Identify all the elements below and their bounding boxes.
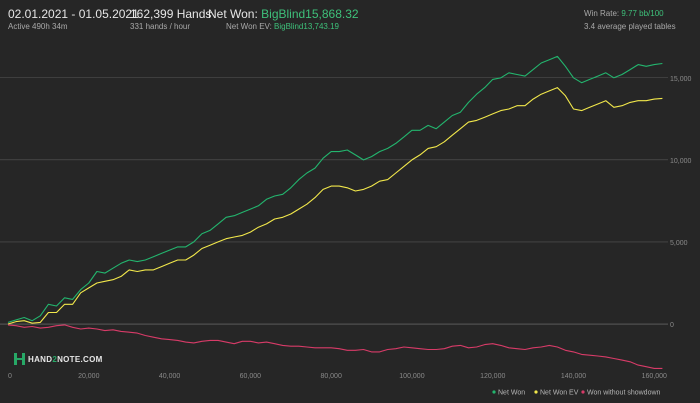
summary-header: 02.01.2021 - 01.05.2021 Active 490h 34m … xyxy=(0,0,700,36)
net-won-label: Net Won: xyxy=(208,7,258,21)
y-tick-label: 0 xyxy=(670,322,674,329)
net-won-value: BigBlind15,868.32 xyxy=(261,7,359,21)
series-line-net-won-ev xyxy=(7,87,663,325)
hands-per-hour: 331 hands / hour xyxy=(130,22,191,31)
legend: Net Won Net Won EV Won without showdown xyxy=(492,390,661,397)
x-tick-label: 80,000 xyxy=(320,373,342,380)
hand2note-logo-mark xyxy=(14,353,25,365)
y-tick-label: 15,000 xyxy=(670,76,692,83)
x-tick-label: 100,000 xyxy=(399,373,424,380)
legend-marker-net-won-ev xyxy=(534,390,538,394)
x-tick-label: 120,000 xyxy=(480,373,505,380)
series-line-net-won xyxy=(7,55,663,323)
legend-label-won-without-showdown: Won without showdown xyxy=(587,390,661,397)
legend-marker-won-without-showdown xyxy=(581,390,585,394)
series-line-won-without-showdown xyxy=(7,324,663,369)
hand2note-logo: HAND2NOTE.COM xyxy=(14,352,103,366)
net-won-ev-value: BigBlind13,743.19 xyxy=(274,22,339,31)
x-tick-label: 60,000 xyxy=(240,373,262,380)
series-lines xyxy=(7,55,663,369)
x-tick-label: 20,000 xyxy=(78,373,100,380)
win-rate: Win Rate: 9.77 bb/100 xyxy=(584,9,664,18)
hand2note-logo-text: HAND2NOTE.COM xyxy=(28,354,103,364)
average-tables: 3.4 average played tables xyxy=(584,22,676,31)
net-won-ev: Net Won EV: BigBlind13,743.19 xyxy=(226,22,339,31)
x-axis-ticks: 0 20,000 40,000 60,000 80,000 100,000 120,000 1… xyxy=(8,373,667,380)
date-range: 02.01.2021 - 01.05.2021 xyxy=(8,7,139,21)
win-rate-value: 9.77 bb/100 xyxy=(621,9,664,18)
x-tick-label: 0 xyxy=(8,373,12,380)
legend-marker-net-won xyxy=(492,390,496,394)
legend-label-net-won: Net Won xyxy=(498,390,525,397)
y-tick-label: 10,000 xyxy=(670,158,692,165)
x-tick-label: 40,000 xyxy=(159,373,181,380)
x-tick-label: 160,000 xyxy=(642,373,667,380)
active-time: Active 490h 34m xyxy=(8,22,68,31)
net-won: Net Won: BigBlind15,868.32 xyxy=(208,7,359,21)
legend-label-net-won-ev: Net Won EV xyxy=(540,390,579,397)
y-tick-label: 5,000 xyxy=(670,240,688,247)
grid-lines xyxy=(0,77,668,325)
win-rate-label: Win Rate: xyxy=(584,9,620,18)
x-tick-label: 140,000 xyxy=(561,373,586,380)
net-won-ev-label: Net Won EV: xyxy=(226,22,272,31)
y-axis-ticks: 0 5,000 10,000 15,000 xyxy=(670,76,692,329)
hands-count: 162,399 Hands xyxy=(130,7,212,21)
